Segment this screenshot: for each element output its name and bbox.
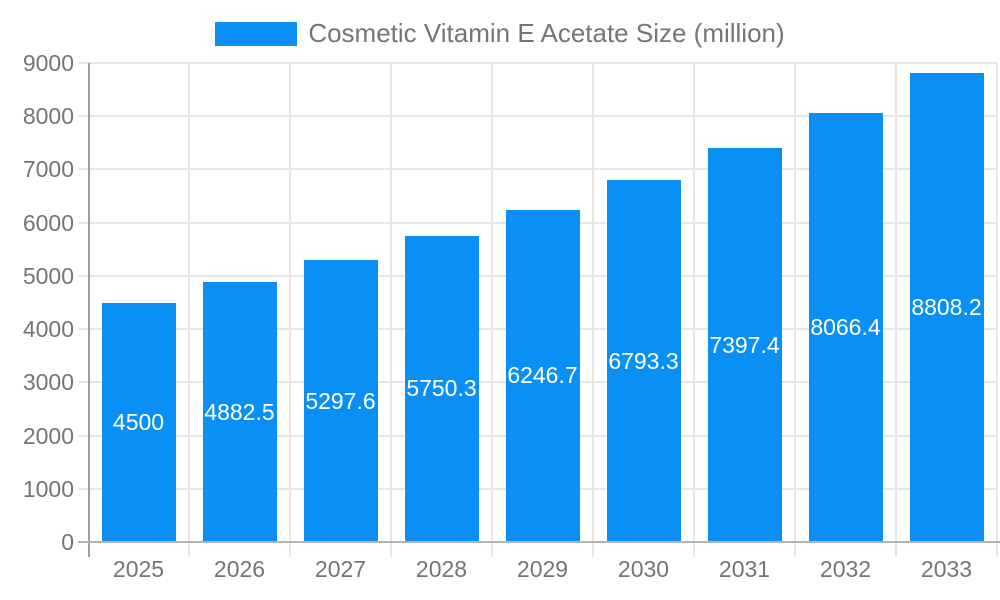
y-tick-label-6000: 6000	[22, 209, 74, 236]
x-tick-label-2029: 2029	[516, 556, 569, 582]
x-tick-label-2031: 2031	[718, 556, 771, 582]
x-gridline-7	[794, 63, 796, 557]
bar-value-label: 4500	[112, 408, 165, 435]
bar-value-label: 8066.4	[810, 313, 881, 340]
y-tick-label-2000: 2000	[22, 422, 74, 449]
y-gridline-9000	[78, 62, 997, 64]
bar-2026[interactable]: 4882.5	[202, 282, 277, 542]
y-gridline-8000	[78, 115, 997, 118]
x-gridline-2	[289, 63, 291, 557]
bar-2032[interactable]: 8066.4	[808, 112, 883, 542]
y-tick-label-9000: 9000	[22, 50, 74, 76]
bar-value-label: 6793.3	[608, 347, 679, 374]
legend-color-swatch	[215, 21, 298, 46]
x-gridline-1	[188, 63, 190, 557]
bar-value-label: 8808.2	[911, 294, 982, 321]
chart-title: Cosmetic Vitamin E Acetate Size (million…	[308, 18, 785, 48]
bar-value-label: 5750.3	[406, 375, 477, 402]
x-tick-label-2028: 2028	[415, 556, 468, 582]
bar-value-label: 7397.4	[709, 331, 780, 358]
y-tick-label-1000: 1000	[22, 475, 74, 502]
bar-2029[interactable]: 6246.7	[505, 209, 580, 542]
bar-2025[interactable]: 4500	[101, 302, 176, 542]
x-gridline-5	[592, 63, 594, 557]
x-gridline-6	[693, 63, 695, 557]
y-tick-label-7000: 7000	[22, 156, 74, 183]
x-gridline-9	[996, 63, 998, 557]
bar-2030[interactable]: 6793.3	[606, 180, 681, 542]
bar-2031[interactable]: 7397.4	[707, 148, 782, 542]
x-gridline-4	[491, 63, 493, 557]
y-axis-line	[88, 63, 90, 557]
x-tick-label-2033: 2033	[920, 556, 973, 582]
y-tick-label-0: 0	[61, 529, 74, 555]
bar-value-label: 4882.5	[204, 398, 275, 425]
bar-2033[interactable]: 8808.2	[909, 73, 984, 542]
y-tick-label-3000: 3000	[22, 369, 74, 396]
x-tick-label-2032: 2032	[819, 556, 872, 582]
x-tick-label-2027: 2027	[314, 556, 367, 582]
x-tick-label-2026: 2026	[213, 556, 266, 582]
legend-item-series[interactable]: Cosmetic Vitamin E Acetate Size (million…	[215, 18, 785, 49]
y-tick-label-4000: 4000	[22, 316, 74, 343]
x-tick-label-2025: 2025	[112, 556, 165, 582]
bar-2027[interactable]: 5297.6	[303, 260, 378, 542]
y-tick-label-8000: 8000	[22, 103, 74, 130]
y-tick-label-5000: 5000	[22, 262, 74, 289]
chart-legend: Cosmetic Vitamin E Acetate Size (million…	[0, 18, 1000, 49]
x-gridline-8	[895, 63, 897, 557]
bar-value-label: 6246.7	[507, 362, 578, 389]
bar-2028[interactable]: 5750.3	[404, 235, 479, 542]
bar-value-label: 5297.6	[305, 387, 376, 414]
x-tick-label-2030: 2030	[617, 556, 670, 582]
x-axis-line	[78, 541, 1000, 543]
plot-area: 4500 4882.5 5297.6 5750.3 6246.7 6793.3 7397.4…	[78, 62, 998, 557]
x-gridline-3	[390, 63, 392, 557]
y-gridline-7000	[78, 168, 997, 171]
